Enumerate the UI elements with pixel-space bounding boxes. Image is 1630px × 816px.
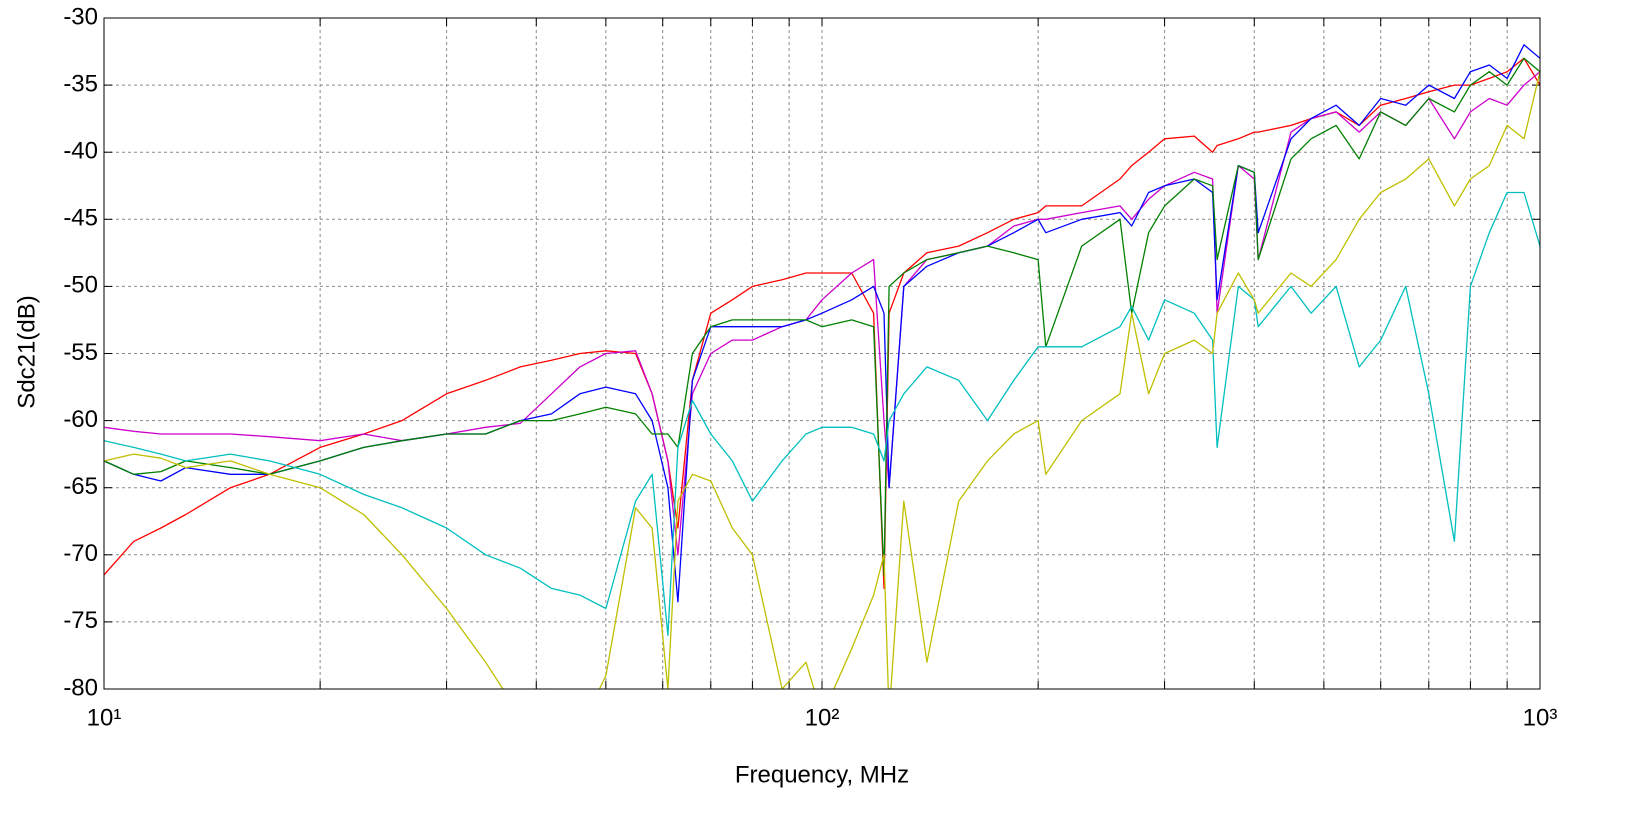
series-line [104, 57, 1540, 576]
y-tick-label: -45 [63, 205, 98, 232]
y-tick-label: -70 [63, 540, 98, 567]
plot-frame [103, 17, 1541, 690]
y-tick-label: -80 [63, 674, 98, 701]
x-tick-label: 10¹ [87, 704, 122, 731]
x-axis-label: Frequency, MHz [735, 761, 909, 788]
series-line [104, 71, 1540, 689]
y-tick-label: -75 [63, 607, 98, 634]
plot-lines [104, 44, 1540, 689]
x-tick-label: 10³ [1523, 704, 1558, 731]
y-axis-label: Sdc21(dB) [13, 295, 40, 408]
series-line [104, 191, 1540, 636]
y-tick-label: -65 [63, 473, 98, 500]
y-tick-label: -50 [63, 272, 98, 299]
y-tick-label: -30 [63, 3, 98, 30]
y-tick-label: -35 [63, 70, 98, 97]
series-line [104, 57, 1540, 590]
y-tick-label: -60 [63, 406, 98, 433]
y-tick-label: -40 [63, 138, 98, 165]
x-tick-label: 10² [805, 704, 840, 731]
y-tick-label: -55 [63, 339, 98, 366]
